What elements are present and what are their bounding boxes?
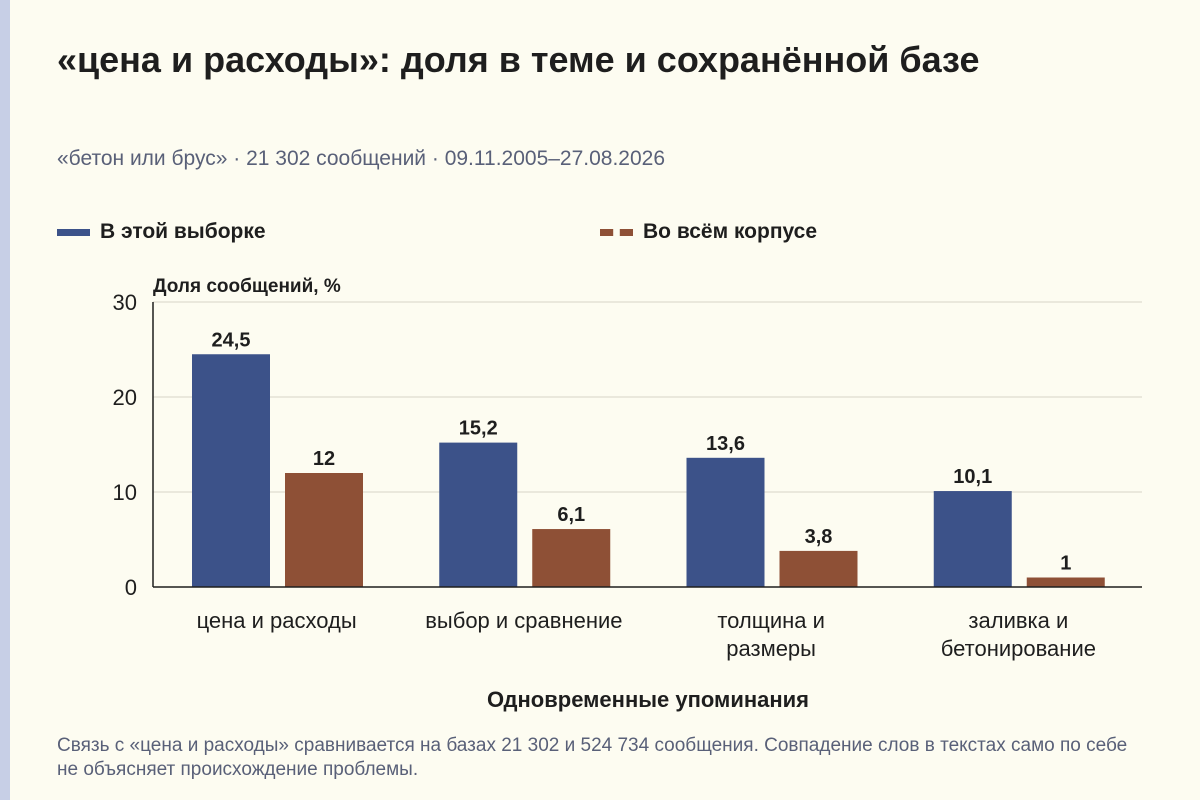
y-tick-label: 30 [113,290,137,315]
x-category-label: бетонирование [941,636,1096,661]
bar-corpus-0 [285,473,363,587]
bar-corpus-3 [1026,577,1105,587]
legend-item-sample: В этой выборке [57,218,266,246]
x-category-label: заливка и [968,608,1068,633]
x-category-label: толщина и [717,608,825,633]
y-tick-label: 20 [113,385,137,410]
bar-value-label: 15,2 [459,418,498,440]
bar-sample-0 [192,354,270,587]
x-category-label: размеры [726,636,816,661]
x-category-label: выбор и сравнение [425,608,622,633]
bar-value-label: 13,6 [706,433,745,455]
legend-label-corpus: Во всём корпусе [643,220,818,243]
legend-swatch-sample [57,228,90,236]
y-axis-title: Доля сообщений, % [153,276,341,297]
bar-sample-1 [439,442,518,587]
footnote: Связь с «цена и расходы» сравнивается на… [57,735,1128,780]
chart-subtitle: «бетон или брус» · 21 302 сообщений · 09… [57,147,666,170]
bar-sample-3 [933,491,1012,587]
bar-value-label: 3,8 [805,526,833,548]
legend-swatch-corpus [600,228,633,236]
bar-value-label: 10,1 [953,466,992,488]
y-tick-label: 10 [113,480,137,505]
x-category-label: цена и расходы [197,608,357,633]
bar-value-label: 12 [313,448,335,470]
y-tick-label: 0 [125,575,137,600]
bar-value-label: 1 [1060,553,1071,575]
x-axis-title: Одновременные упоминания [487,687,809,712]
chart-title: «цена и расходы»: доля в теме и сохранён… [57,39,980,80]
bar-sample-2 [686,457,765,587]
left-accent-strip [0,0,10,800]
bar-value-label: 6,1 [557,504,585,526]
legend-item-corpus: Во всём корпусе [600,218,817,246]
bar-value-label: 24,5 [212,329,251,351]
bar-corpus-1 [532,529,611,587]
bar-chart: 0 10 20 30 Доля сообщений, % 24,5 12 цена и рас… [113,276,1142,712]
legend-label-sample: В этой выборке [100,220,266,243]
bar-corpus-2 [779,550,858,587]
